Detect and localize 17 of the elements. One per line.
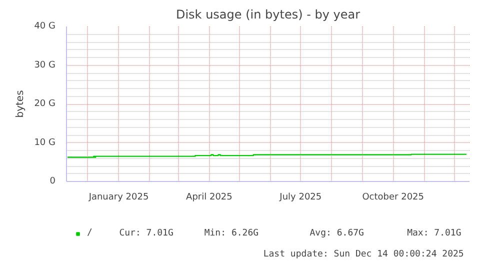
text: Cur: 7.01G <box>119 228 174 238</box>
text: Last update: Sun Dec 14 00:00:24 2025 <box>263 250 464 260</box>
x-tick-label: October 2025 <box>362 192 424 202</box>
text: Max: 7.01G <box>407 228 462 238</box>
y-tick-label: 20 G <box>34 99 56 109</box>
y-tick-label: 40 G <box>34 22 56 32</box>
x-tick-label: January 2025 <box>88 192 149 202</box>
y-axis-title: bytes <box>15 90 26 118</box>
x-tick-label: April 2025 <box>186 192 232 202</box>
chart-title: Disk usage (in bytes) - by year <box>176 8 360 22</box>
text: Min: 6.26G <box>204 228 259 238</box>
x-tick-label: July 2025 <box>278 192 322 202</box>
y-tick-label: 0 <box>50 176 56 186</box>
y-tick-label: 10 G <box>34 138 56 148</box>
y-tick-label: 30 G <box>34 60 56 70</box>
legend-label: / <box>87 228 94 238</box>
text: Avg: 6.67G <box>310 228 364 238</box>
